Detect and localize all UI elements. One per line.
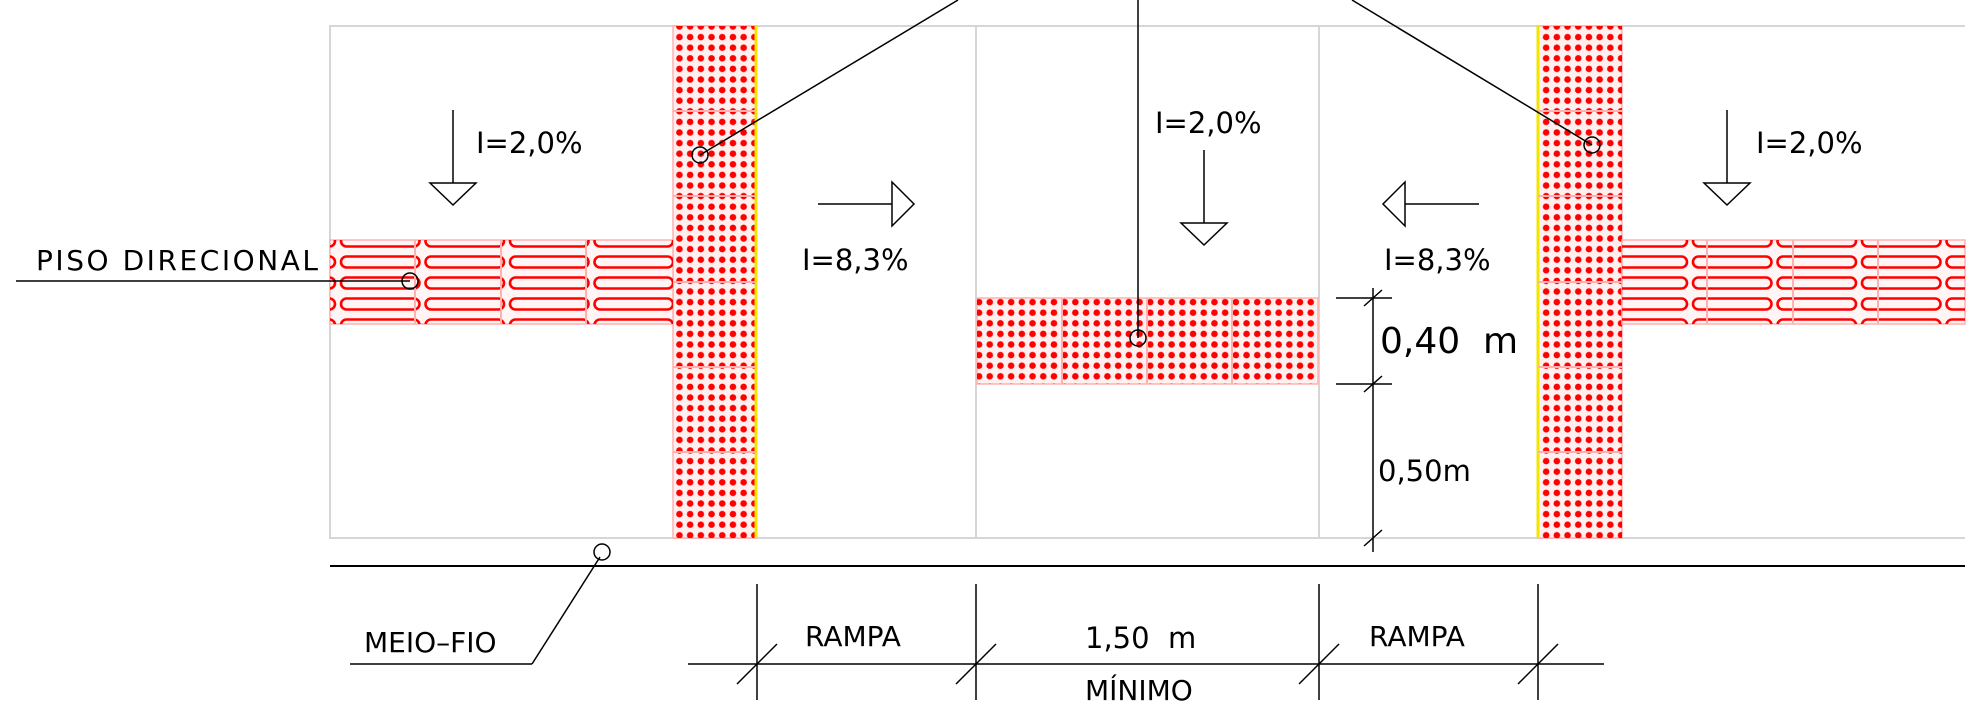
slope-arrow-walk-center bbox=[1179, 150, 1229, 247]
tactile-alert-strip-center bbox=[976, 297, 1319, 385]
dimension-040: 0,40 m bbox=[1380, 321, 1518, 362]
slope-arrow-ramp-right bbox=[1381, 180, 1479, 228]
slope-label-ramp-left: I=8,3% bbox=[802, 243, 909, 277]
directional-floor-right bbox=[1621, 239, 1966, 325]
tactile-alert-strip-left bbox=[672, 25, 758, 539]
tactile-alert-strip-right bbox=[1536, 25, 1623, 539]
width-center-label: 1,50 m bbox=[1085, 621, 1196, 655]
directional-floor-left bbox=[329, 239, 674, 325]
minimo-label: MÍNIMO bbox=[1085, 673, 1193, 707]
meio-fio-leader bbox=[350, 543, 611, 665]
vertical-dimension bbox=[1336, 288, 1392, 552]
slope-label-walk-right: I=2,0% bbox=[1756, 126, 1863, 160]
slope-arrow-ramp-left bbox=[818, 180, 916, 228]
piso-direcional-label: PISO DIRECIONAL bbox=[36, 244, 318, 277]
sidewalk-outlines bbox=[329, 25, 1965, 539]
meio-fio-label: MEIO–FIO bbox=[364, 626, 497, 659]
slope-arrow-walk-right bbox=[1702, 110, 1752, 207]
leader-lines-top bbox=[691, 0, 1601, 347]
rampa-right-label: RAMPA bbox=[1369, 620, 1465, 653]
slope-label-walk-left: I=2,0% bbox=[476, 126, 583, 160]
slope-label-walk-center: I=2,0% bbox=[1155, 106, 1262, 140]
piso-direcional-leader bbox=[16, 272, 419, 290]
slope-label-ramp-right: I=8,3% bbox=[1384, 243, 1491, 277]
rampa-left-label: RAMPA bbox=[805, 620, 901, 653]
horizontal-dimension bbox=[688, 584, 1604, 700]
dimension-050: 0,50m bbox=[1378, 454, 1471, 488]
slope-arrow-walk-left bbox=[428, 110, 478, 207]
